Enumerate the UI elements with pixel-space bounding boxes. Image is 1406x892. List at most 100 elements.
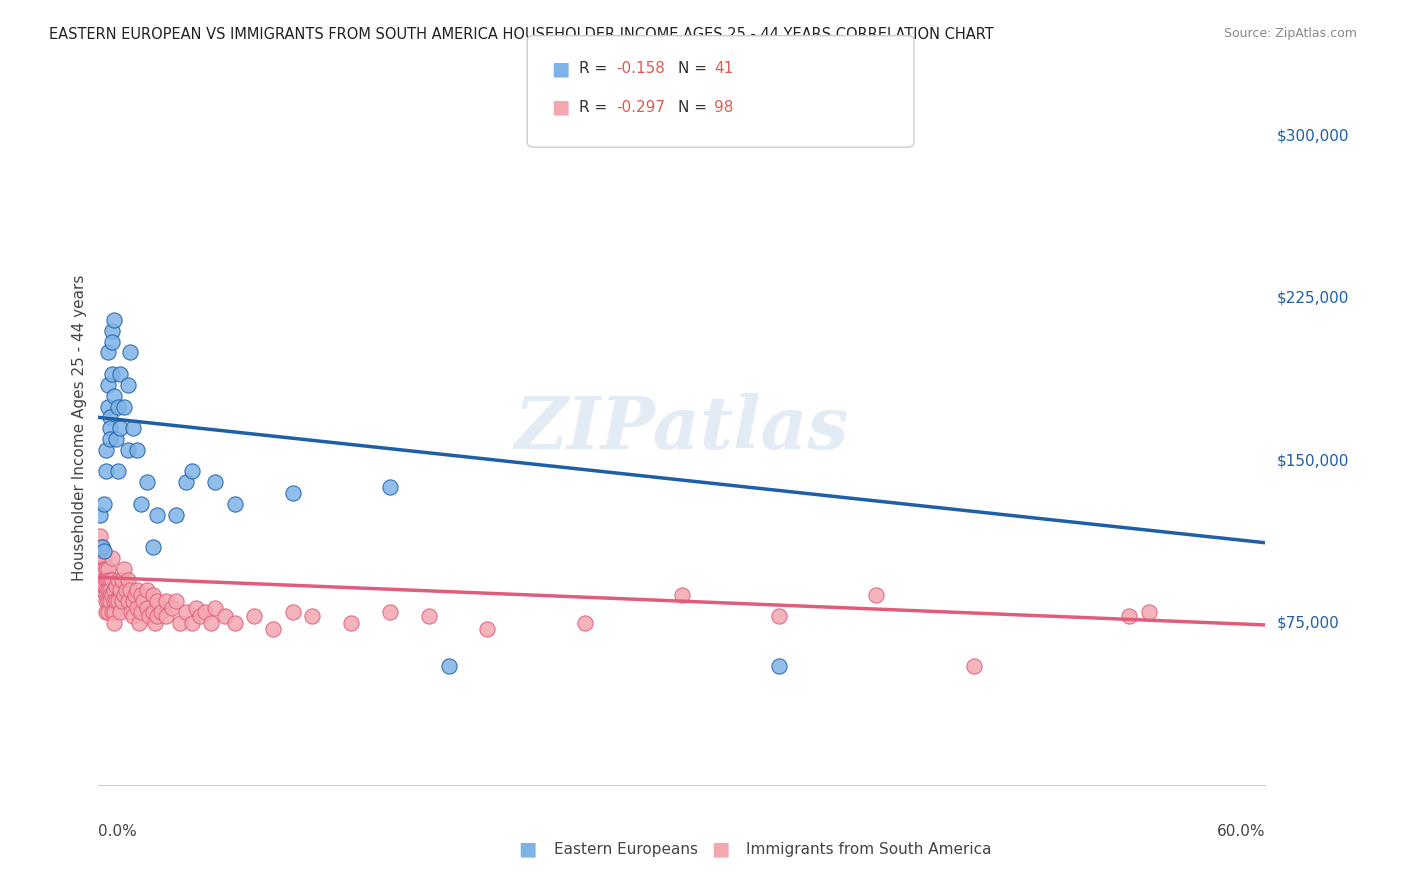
Point [103, 615, 125, 630]
Point [138, 609, 160, 624]
Point [108, 583, 131, 598]
Point [281, 605, 304, 619]
Point [91, 562, 114, 576]
Point [149, 605, 172, 619]
Text: ■: ■ [711, 839, 730, 859]
Point [132, 594, 155, 608]
Point [101, 550, 124, 565]
Point [380, 479, 402, 493]
Point [97, 605, 120, 619]
Point [146, 594, 169, 608]
Point [111, 594, 134, 608]
Text: R =: R = [579, 100, 613, 114]
Text: $75,000: $75,000 [1277, 615, 1340, 631]
Point [477, 622, 499, 636]
Point [112, 400, 135, 414]
Point [97, 594, 120, 608]
Point [93, 573, 115, 587]
Point [768, 659, 790, 673]
Point [169, 615, 191, 630]
Point [108, 367, 131, 381]
Point [101, 573, 124, 587]
Point [127, 600, 149, 615]
Point [962, 659, 984, 673]
Point [107, 594, 129, 608]
Point [136, 475, 159, 490]
Point [101, 367, 124, 381]
Point [93, 579, 115, 593]
Point [112, 588, 135, 602]
Point [174, 605, 197, 619]
Point [103, 313, 125, 327]
Text: N =: N = [678, 100, 711, 114]
Point [214, 609, 236, 624]
Point [155, 609, 177, 624]
Point [104, 579, 127, 593]
Point [96, 605, 118, 619]
Point [184, 600, 207, 615]
Text: -0.158: -0.158 [616, 62, 665, 76]
Point [865, 588, 887, 602]
Text: ZIPatlas: ZIPatlas [515, 392, 849, 464]
Point [121, 605, 143, 619]
Text: EASTERN EUROPEAN VS IMMIGRANTS FROM SOUTH AMERICA HOUSEHOLDER INCOME AGES 25 - 4: EASTERN EUROPEAN VS IMMIGRANTS FROM SOUT… [49, 27, 994, 42]
Point [146, 508, 169, 522]
Point [96, 573, 118, 587]
Point [89, 573, 111, 587]
Point [122, 421, 145, 435]
Point [124, 588, 146, 602]
Point [243, 609, 266, 624]
Point [97, 583, 120, 598]
Point [671, 588, 693, 602]
Text: ■: ■ [551, 59, 569, 78]
Point [117, 378, 139, 392]
Point [96, 464, 118, 478]
Point [98, 432, 121, 446]
Point [122, 609, 145, 624]
Point [108, 605, 131, 619]
Point [104, 594, 127, 608]
Point [162, 600, 184, 615]
Point [91, 540, 114, 554]
Point [89, 562, 111, 576]
Point [180, 464, 202, 478]
Point [91, 583, 114, 598]
Text: 60.0%: 60.0% [1218, 824, 1265, 839]
Point [1118, 609, 1140, 624]
Point [93, 544, 115, 558]
Point [104, 432, 127, 446]
Point [768, 609, 790, 624]
Point [180, 615, 202, 630]
Point [107, 464, 129, 478]
Point [107, 400, 129, 414]
Point [224, 615, 246, 630]
Point [96, 562, 118, 576]
Point [129, 588, 152, 602]
Point [136, 600, 159, 615]
Point [188, 609, 211, 624]
Point [91, 550, 114, 565]
Point [262, 622, 284, 636]
Point [96, 583, 118, 598]
Point [93, 562, 115, 576]
Point [165, 594, 187, 608]
Point [122, 594, 145, 608]
Point [91, 573, 114, 587]
Point [118, 583, 141, 598]
Text: ■: ■ [551, 97, 569, 117]
Point [89, 529, 111, 543]
Point [101, 588, 124, 602]
Point [380, 605, 402, 619]
Point [96, 594, 118, 608]
Point [98, 573, 121, 587]
Text: 41: 41 [714, 62, 734, 76]
Point [112, 562, 135, 576]
Point [96, 442, 118, 457]
Point [98, 583, 121, 598]
Point [129, 497, 152, 511]
Text: $300,000: $300,000 [1277, 128, 1348, 144]
Point [129, 605, 152, 619]
Point [174, 475, 197, 490]
Point [194, 605, 217, 619]
Point [437, 659, 460, 673]
